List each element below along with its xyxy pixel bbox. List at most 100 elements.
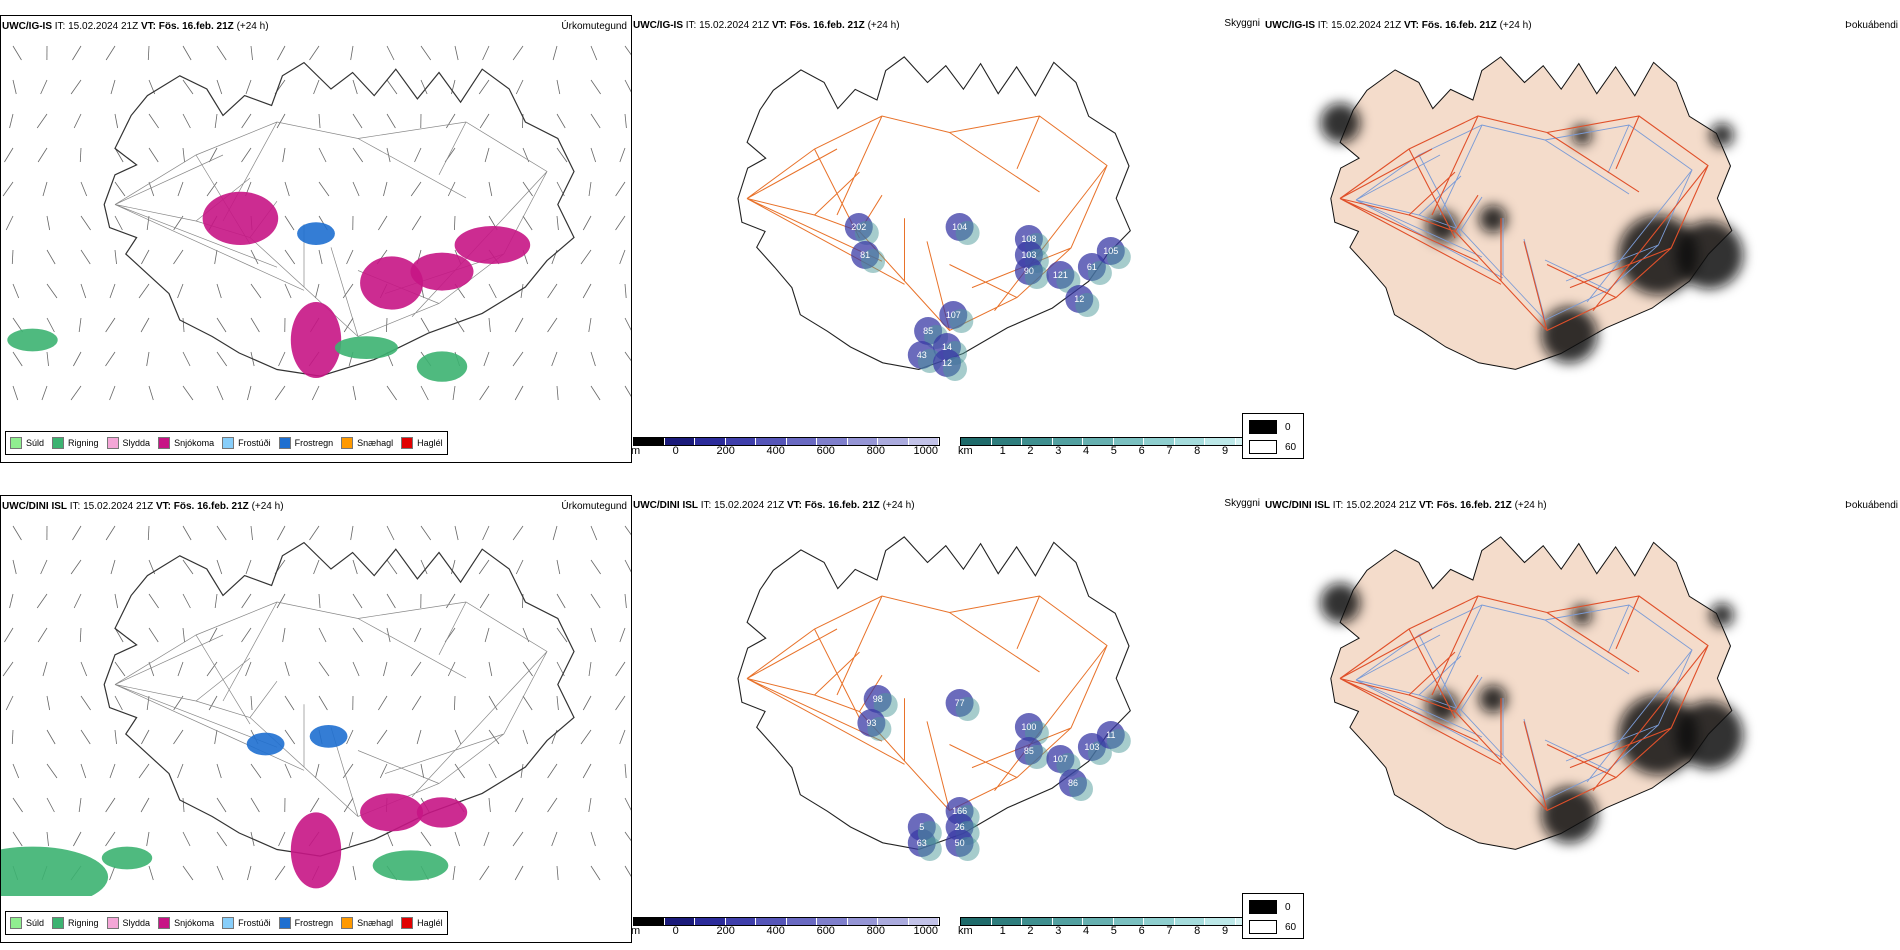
wind-barb (512, 831, 524, 847)
fog-legend-label-0: 0 (1285, 901, 1291, 913)
visibility-value: 11 (1106, 730, 1115, 740)
wind-barb (386, 385, 397, 401)
wind-barb (547, 797, 558, 813)
wind-barb (46, 249, 56, 265)
fog-legend-swatch-0 (1249, 900, 1277, 914)
legend-label: Rigning (68, 918, 99, 928)
wind-barb (216, 831, 228, 847)
fog-map[interactable] (1264, 515, 1900, 915)
wind-barb (386, 113, 396, 129)
wind-barb (488, 661, 493, 677)
wind-barb (146, 831, 150, 847)
wind-barb (309, 45, 320, 61)
wind-barb (588, 661, 592, 677)
wind-barb (556, 695, 559, 711)
colorbar-tick-label: 4 (1083, 925, 1090, 937)
wind-barb (348, 831, 354, 847)
wind-barb (138, 763, 150, 779)
wind-barb (173, 249, 184, 265)
legend-swatch (222, 917, 235, 929)
visibility-colorbar-km-labels: km12345678910 (958, 445, 1265, 459)
legend-swatch (10, 437, 22, 449)
fog-legend-label-0: 0 (1285, 421, 1291, 433)
wind-barb (488, 181, 493, 197)
visibility-value: 12 (1074, 294, 1084, 304)
colorbar-tick-label: 9 (1221, 445, 1229, 457)
fog-map[interactable] (1264, 35, 1900, 435)
wind-barb (556, 593, 566, 609)
wind-barb (386, 79, 398, 95)
legend-item: Rigning (52, 437, 99, 449)
wind-barb (547, 317, 558, 333)
wind-barb (109, 763, 116, 779)
wind-barb (590, 627, 597, 643)
wind-barb (141, 729, 150, 745)
colorbar-tick-label: 8 (1194, 445, 1201, 457)
visibility-value: 103 (1021, 250, 1036, 260)
visibility-colorbar-km-labels: km12345678910 (958, 925, 1265, 939)
wind-barb (352, 661, 360, 677)
visibility-value: 43 (917, 350, 927, 360)
colorbar-segment (1022, 438, 1053, 445)
wind-barb (454, 525, 459, 541)
wind-barb (590, 593, 601, 609)
wind-barb (182, 385, 194, 401)
colorbar-segment (786, 918, 817, 925)
visibility-value: 63 (917, 838, 927, 848)
reduced-visibility-area (854, 221, 879, 245)
wind-barb (72, 525, 82, 541)
precip-type-map[interactable] (1, 516, 631, 896)
visibility-value: 14 (942, 342, 952, 352)
wind-barb (216, 865, 224, 881)
wind-barb (478, 559, 490, 575)
colorbar-tick-label: 7 (1166, 925, 1173, 937)
wind-barb (80, 695, 91, 711)
wind-barb (420, 317, 430, 333)
colorbar-tick-label: 8 (1194, 925, 1201, 937)
visibility-map[interactable]: 202 81 104 108 103 90 121 61 105 107 85 14 43 12 12 (632, 35, 1262, 435)
wind-barb (624, 113, 627, 129)
wind-barb (386, 593, 396, 609)
wind-barb (250, 797, 260, 813)
wind-barb (624, 45, 631, 56)
wind-barb (350, 45, 354, 61)
wind-barb (148, 661, 155, 677)
wind-barb (46, 831, 49, 847)
wind-barb (624, 351, 631, 362)
colorbar-segment (1205, 438, 1236, 445)
colorbar-unit: km (958, 925, 973, 937)
wind-barb (46, 215, 51, 231)
wind-barb (350, 525, 354, 541)
legend-item: Rigning (52, 917, 99, 929)
colorbar-segment (1144, 438, 1175, 445)
wind-barb (148, 627, 159, 643)
wind-barb (624, 385, 631, 397)
wind-barb (454, 695, 456, 711)
wind-barb (515, 79, 524, 95)
wind-barb (512, 45, 524, 61)
visibility-value: 5 (919, 822, 924, 832)
wind-barb (109, 865, 116, 881)
wind-barb (420, 385, 429, 401)
colorbar-segment (634, 918, 665, 925)
visibility-value: 77 (955, 698, 965, 708)
visibility-value: 98 (873, 694, 883, 704)
wind-barb (318, 661, 330, 677)
wind-barb (214, 593, 218, 609)
wind-barb (615, 181, 626, 197)
wind-barb (177, 763, 184, 779)
legend-label: Haglél (417, 918, 443, 928)
legend-label: Slydda (122, 438, 151, 448)
precip-type-map[interactable] (1, 36, 631, 416)
wind-barb (216, 385, 224, 401)
reduced-visibility-area (1106, 729, 1131, 753)
wind-barb (624, 831, 631, 842)
visibility-map[interactable]: 98 93 77 100 85 107 103 11 86 166 26 50 63 5 (632, 515, 1262, 915)
wind-barb (245, 79, 252, 95)
colorbar-segment (878, 918, 909, 925)
legend-item: Frostregn (278, 917, 333, 929)
wind-barb (352, 559, 358, 575)
wind-barb (241, 593, 252, 609)
wind-barb (386, 45, 395, 61)
panel-header: UWC/IG-IS IT: 15.02.2024 21Z VT: Fös. 16… (2, 21, 269, 32)
